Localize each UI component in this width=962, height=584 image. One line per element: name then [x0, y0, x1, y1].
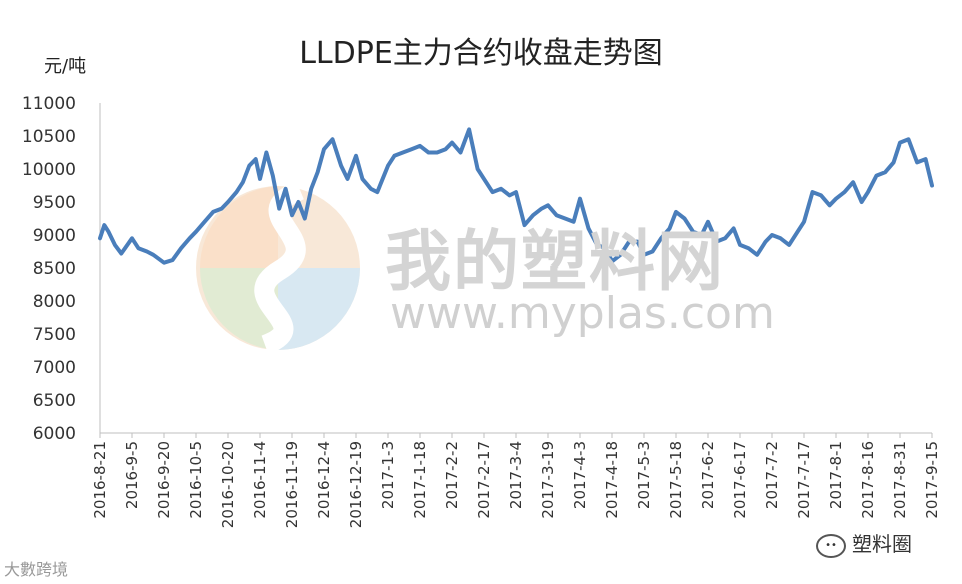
y-tick-label: 6000 — [33, 424, 76, 444]
x-tick-label: 2016-11-19 — [283, 441, 301, 528]
y-tick-label: 8500 — [33, 259, 76, 279]
footer-account-label: 塑料圈 — [852, 532, 912, 556]
y-axis-unit-label: 元/吨 — [44, 56, 87, 77]
series-line-0 — [98, 127, 934, 265]
x-tick-label: 2017-6-17 — [731, 441, 749, 519]
x-tick-label: 2017-5-3 — [635, 441, 653, 509]
wechat-icon: •• — [816, 533, 846, 558]
x-tick-label: 2016-11-4 — [251, 441, 269, 519]
chart-title: LLDPE主力合约收盘走势图 — [299, 36, 663, 71]
y-tick-label: 9500 — [33, 193, 76, 213]
x-tick-label: 2017-8-31 — [891, 441, 909, 519]
footer-source-label: 大數跨境 — [4, 560, 69, 579]
x-tick-label: 2017-4-3 — [571, 441, 589, 509]
x-tick-labels: 2016-8-21 2016-9-5 2016-9-20 2016-10-5 2016-… — [91, 433, 941, 528]
x-tick-label: 2017-9-15 — [923, 441, 941, 519]
x-tick-label: 2017-8-1 — [827, 441, 845, 509]
x-tick-label: 2017-7-17 — [795, 441, 813, 519]
x-tick-label: 2017-2-2 — [443, 441, 461, 509]
x-tick-label: 2017-6-2 — [699, 441, 717, 509]
x-tick-label: 2017-1-3 — [379, 441, 397, 509]
y-tick-labels: 6000 6500 7000 7500 8000 8500 9000 9500 10000 105… — [22, 94, 76, 444]
x-tick-label: 2016-9-20 — [155, 441, 173, 519]
x-tick-label: 2016-9-5 — [123, 441, 141, 509]
x-tick-label: 2017-5-18 — [667, 441, 685, 519]
x-tick-label: 2017-7-2 — [763, 441, 781, 509]
x-tick-label: 2016-12-19 — [347, 441, 365, 528]
watermark-text: 我的塑料网 — [385, 223, 725, 300]
x-tick-label: 2017-4-18 — [603, 441, 621, 519]
watermark-url: www.myplas.com — [390, 288, 775, 339]
y-tick-label: 8000 — [33, 292, 76, 312]
y-tick-label: 9000 — [33, 226, 76, 246]
y-tick-label: 7000 — [33, 358, 76, 378]
x-tick-label: 2016-10-5 — [187, 441, 205, 519]
watermark-logo — [196, 180, 360, 355]
x-tick-label: 2017-8-16 — [859, 441, 877, 519]
x-tick-label: 2017-1-18 — [411, 441, 429, 519]
y-tick-label: 7500 — [33, 325, 76, 345]
x-tick-label: 2017-2-17 — [475, 441, 493, 519]
y-tick-label: 6500 — [33, 391, 76, 411]
y-tick-label: 10500 — [22, 127, 76, 147]
footer-account: •• 塑料圈 — [816, 528, 912, 558]
x-tick-label: 2016-12-4 — [315, 441, 333, 519]
series-layer — [98, 127, 934, 265]
x-tick-label: 2017-3-19 — [539, 441, 557, 519]
y-tick-label: 10000 — [22, 160, 76, 180]
y-tick-label: 11000 — [22, 94, 76, 114]
x-tick-label: 2017-3-4 — [507, 441, 525, 509]
x-tick-label: 2016-10-20 — [219, 441, 237, 528]
x-tick-label: 2016-8-21 — [91, 441, 109, 519]
